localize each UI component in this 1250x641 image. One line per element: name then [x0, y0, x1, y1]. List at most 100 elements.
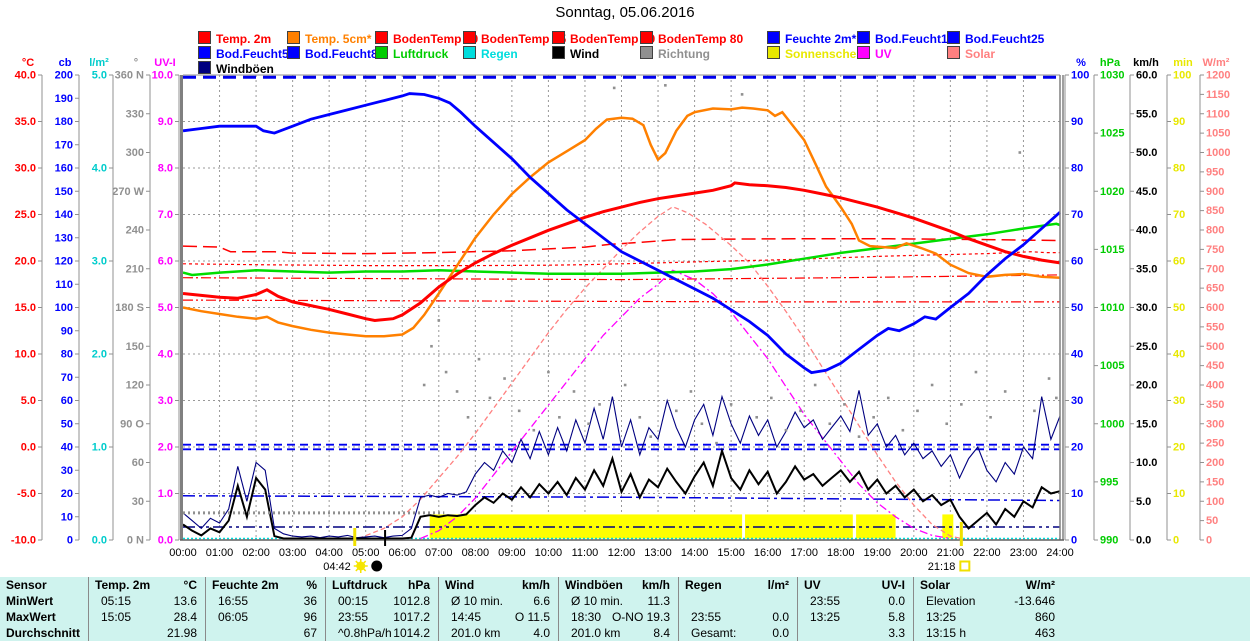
cell-time: Wind: [445, 578, 475, 592]
cell-time: ^0.8hPa/h: [338, 626, 392, 640]
cell-value: 4.0: [533, 626, 550, 640]
svg-text:950: 950: [1206, 166, 1224, 178]
svg-text:500: 500: [1206, 341, 1224, 353]
svg-text:10.0: 10.0: [152, 70, 173, 82]
cell-value: 1012.8: [393, 594, 430, 608]
svg-text:80: 80: [61, 349, 73, 361]
stats-cell-hdr-3: Wind km/h: [438, 577, 558, 593]
svg-text:01:00: 01:00: [206, 547, 234, 559]
stats-filler-3: [1063, 625, 1250, 641]
legend: Temp. 2m Temp. 5cm* BodenTemp 10 BodenTemp …: [0, 28, 1250, 76]
svg-text:1200: 1200: [1206, 70, 1230, 82]
svg-text:40.0: 40.0: [15, 70, 36, 82]
series-feuchte2m: [182, 92, 1061, 375]
svg-text:5.0: 5.0: [21, 395, 36, 407]
svg-text:350: 350: [1206, 399, 1224, 411]
svg-text:60.0: 60.0: [1136, 70, 1157, 82]
svg-text:0.0: 0.0: [158, 535, 173, 547]
cell-time: Solar: [920, 578, 951, 592]
svg-text:10.0: 10.0: [1136, 457, 1157, 469]
svg-text:80: 80: [1071, 163, 1083, 175]
cell-time: Temp. 2m: [95, 578, 151, 592]
svg-text:0: 0: [1206, 535, 1212, 547]
stats-cell-avg-3: 201.0 km 4.0: [438, 625, 558, 641]
svg-text:20: 20: [61, 488, 73, 500]
cell-time: 201.0 km: [451, 626, 501, 640]
svg-text:25.0: 25.0: [1136, 341, 1157, 353]
svg-text:750: 750: [1206, 244, 1224, 256]
series-solar: [358, 206, 962, 540]
legend-swatch-feuchte2m: [767, 31, 780, 44]
cell-value: 11.3: [647, 594, 670, 608]
svg-text:300: 300: [1206, 418, 1224, 430]
legend-item-sonnenschein: Sonnenschein: [767, 46, 867, 61]
legend-label-richtung: Richtung: [658, 47, 710, 61]
svg-text:5.0: 5.0: [158, 302, 173, 314]
svg-text:20:00: 20:00: [900, 547, 928, 559]
stats-cell-avg-7: 13:15 h 463: [913, 625, 1063, 641]
sunset-time: 21:18: [928, 561, 956, 573]
svg-text:1100: 1100: [1206, 108, 1230, 120]
svg-text:15:00: 15:00: [717, 547, 745, 559]
legend-swatch-luftdruck: [375, 46, 388, 59]
svg-text:02:00: 02:00: [242, 547, 270, 559]
legend-item-wind: Wind: [552, 46, 600, 61]
cell-time: 16:55: [218, 594, 249, 608]
stats-filler-0: [1063, 577, 1250, 593]
cell-value: 6.6: [533, 594, 550, 608]
series-temp2m: [182, 181, 1061, 323]
svg-text:600: 600: [1206, 302, 1224, 314]
svg-text:-10.0: -10.0: [11, 535, 36, 547]
legend-label-wind: Wind: [570, 47, 600, 61]
svg-text:0: 0: [1071, 535, 1077, 547]
legend-item-bodfeucht50: Bod.Feucht50: [198, 46, 295, 61]
svg-text:UV-I: UV-I: [154, 57, 175, 69]
svg-text:40: 40: [1173, 349, 1185, 361]
svg-text:10.0: 10.0: [15, 349, 36, 361]
svg-text:W/m²: W/m²: [1203, 57, 1230, 69]
legend-swatch-temp5cm: [287, 31, 300, 44]
svg-text:1030: 1030: [1100, 70, 1124, 82]
svg-text:90: 90: [61, 325, 73, 337]
svg-text:900: 900: [1206, 186, 1224, 198]
legend-label-bodentemp50: BodenTemp 50: [570, 32, 656, 46]
legend-label-windboeen: Windböen: [216, 62, 274, 76]
svg-text:40: 40: [1071, 349, 1083, 361]
legend-swatch-bodfeucht25: [947, 31, 960, 44]
svg-text:90 O: 90 O: [120, 418, 144, 430]
legend-label-luftdruck: Luftdruck: [393, 47, 449, 61]
legend-item-regen: Regen: [463, 46, 518, 61]
svg-text:20: 20: [1071, 442, 1083, 454]
cell-time: 14:45: [451, 610, 482, 624]
svg-text:30: 30: [1071, 395, 1083, 407]
svg-text:2.0: 2.0: [92, 349, 107, 361]
svg-text:850: 850: [1206, 205, 1224, 217]
cell-value: -13.646: [1014, 594, 1055, 608]
stats-cell-hdr-2: Luftdruck hPa: [325, 577, 438, 593]
svg-text:5.0: 5.0: [1136, 496, 1151, 508]
stats-cell-hdr-6: UV UV-I: [797, 577, 913, 593]
svg-text:1025: 1025: [1100, 128, 1124, 140]
stats-cell-hdr-7: Solar W/m²: [913, 577, 1063, 593]
legend-item-richtung: Richtung: [640, 46, 710, 61]
legend-label-regen: Regen: [481, 47, 518, 61]
svg-text:1.0: 1.0: [92, 442, 107, 454]
svg-text:100: 100: [55, 302, 73, 314]
svg-text:80: 80: [1173, 163, 1185, 175]
svg-text:270 W: 270 W: [112, 186, 144, 198]
svg-text:650: 650: [1206, 283, 1224, 295]
svg-text:120: 120: [55, 256, 73, 268]
svg-text:150: 150: [55, 186, 73, 198]
svg-text:90: 90: [1173, 116, 1185, 128]
stats-cell-max-2: 23:55 1017.2: [325, 609, 438, 625]
cell-value: l/m²: [767, 578, 789, 592]
svg-text:10: 10: [1173, 488, 1185, 500]
svg-text:20.0: 20.0: [15, 256, 36, 268]
svg-text:min: min: [1173, 57, 1193, 69]
legend-item-solar: Solar: [947, 46, 995, 61]
x-axis-labels: 00:00 01:00 02:00 03:00 04:00 05:00 06:00 07:00…: [169, 547, 1074, 559]
cell-time: Ø 10 min.: [451, 594, 504, 608]
stats-cell-avg-0: 21.98: [88, 625, 205, 641]
svg-text:0.0: 0.0: [21, 442, 36, 454]
